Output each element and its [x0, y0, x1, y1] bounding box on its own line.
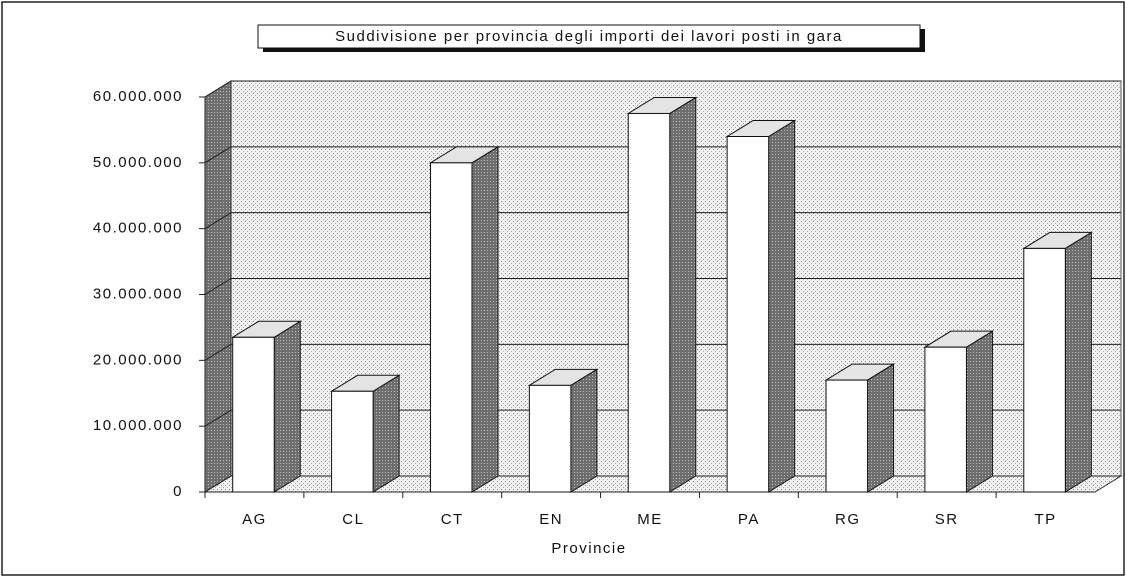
x-tick-label: EN — [539, 511, 563, 528]
x-tick-label: TP — [1034, 511, 1056, 528]
x-tick-label: ME — [637, 511, 663, 528]
y-tick-label: 60.000.000 — [93, 88, 183, 105]
bar-side — [570, 368, 598, 493]
chart-title: Suddivisione per provincia degli importi… — [335, 28, 843, 45]
bar-side — [471, 145, 499, 493]
bar-side — [669, 96, 697, 493]
bar — [1023, 247, 1066, 493]
y-tick-label: 50.000.000 — [93, 154, 183, 171]
x-axis-title: Provincie — [551, 540, 626, 557]
x-tick-label: CT — [441, 511, 464, 528]
title-box — [257, 24, 921, 49]
bar-side — [768, 119, 796, 493]
bar — [528, 384, 572, 493]
x-tick-label: AG — [242, 511, 267, 528]
bar-side — [273, 320, 301, 493]
bar — [627, 112, 671, 493]
x-tick-label: PA — [738, 511, 760, 528]
bar — [429, 162, 473, 493]
grid-line — [204, 475, 232, 493]
grid-line — [204, 212, 232, 230]
y-tick-label: 0 — [173, 483, 183, 500]
bar — [825, 379, 869, 493]
grid-line — [204, 80, 232, 98]
grid-line — [204, 278, 232, 295]
bar — [924, 346, 967, 493]
x-tick-label: CL — [342, 511, 364, 528]
y-tick-label: 30.000.000 — [93, 285, 183, 302]
bar — [726, 136, 770, 493]
bar-side — [372, 374, 400, 493]
bar-side — [1064, 231, 1092, 493]
bar-side — [965, 330, 993, 493]
y-tick-label: 20.000.000 — [93, 351, 183, 368]
x-tick-label: SR — [935, 511, 959, 528]
grid-line — [204, 343, 232, 361]
bar — [232, 336, 275, 493]
bar-side — [867, 363, 895, 493]
y-tick-label: 10.000.000 — [93, 417, 183, 434]
y-tick-label: 40.000.000 — [93, 220, 183, 237]
bar — [331, 390, 374, 493]
x-tick-label: RG — [835, 511, 861, 528]
grid-line — [204, 146, 232, 164]
grid-line — [204, 409, 232, 427]
